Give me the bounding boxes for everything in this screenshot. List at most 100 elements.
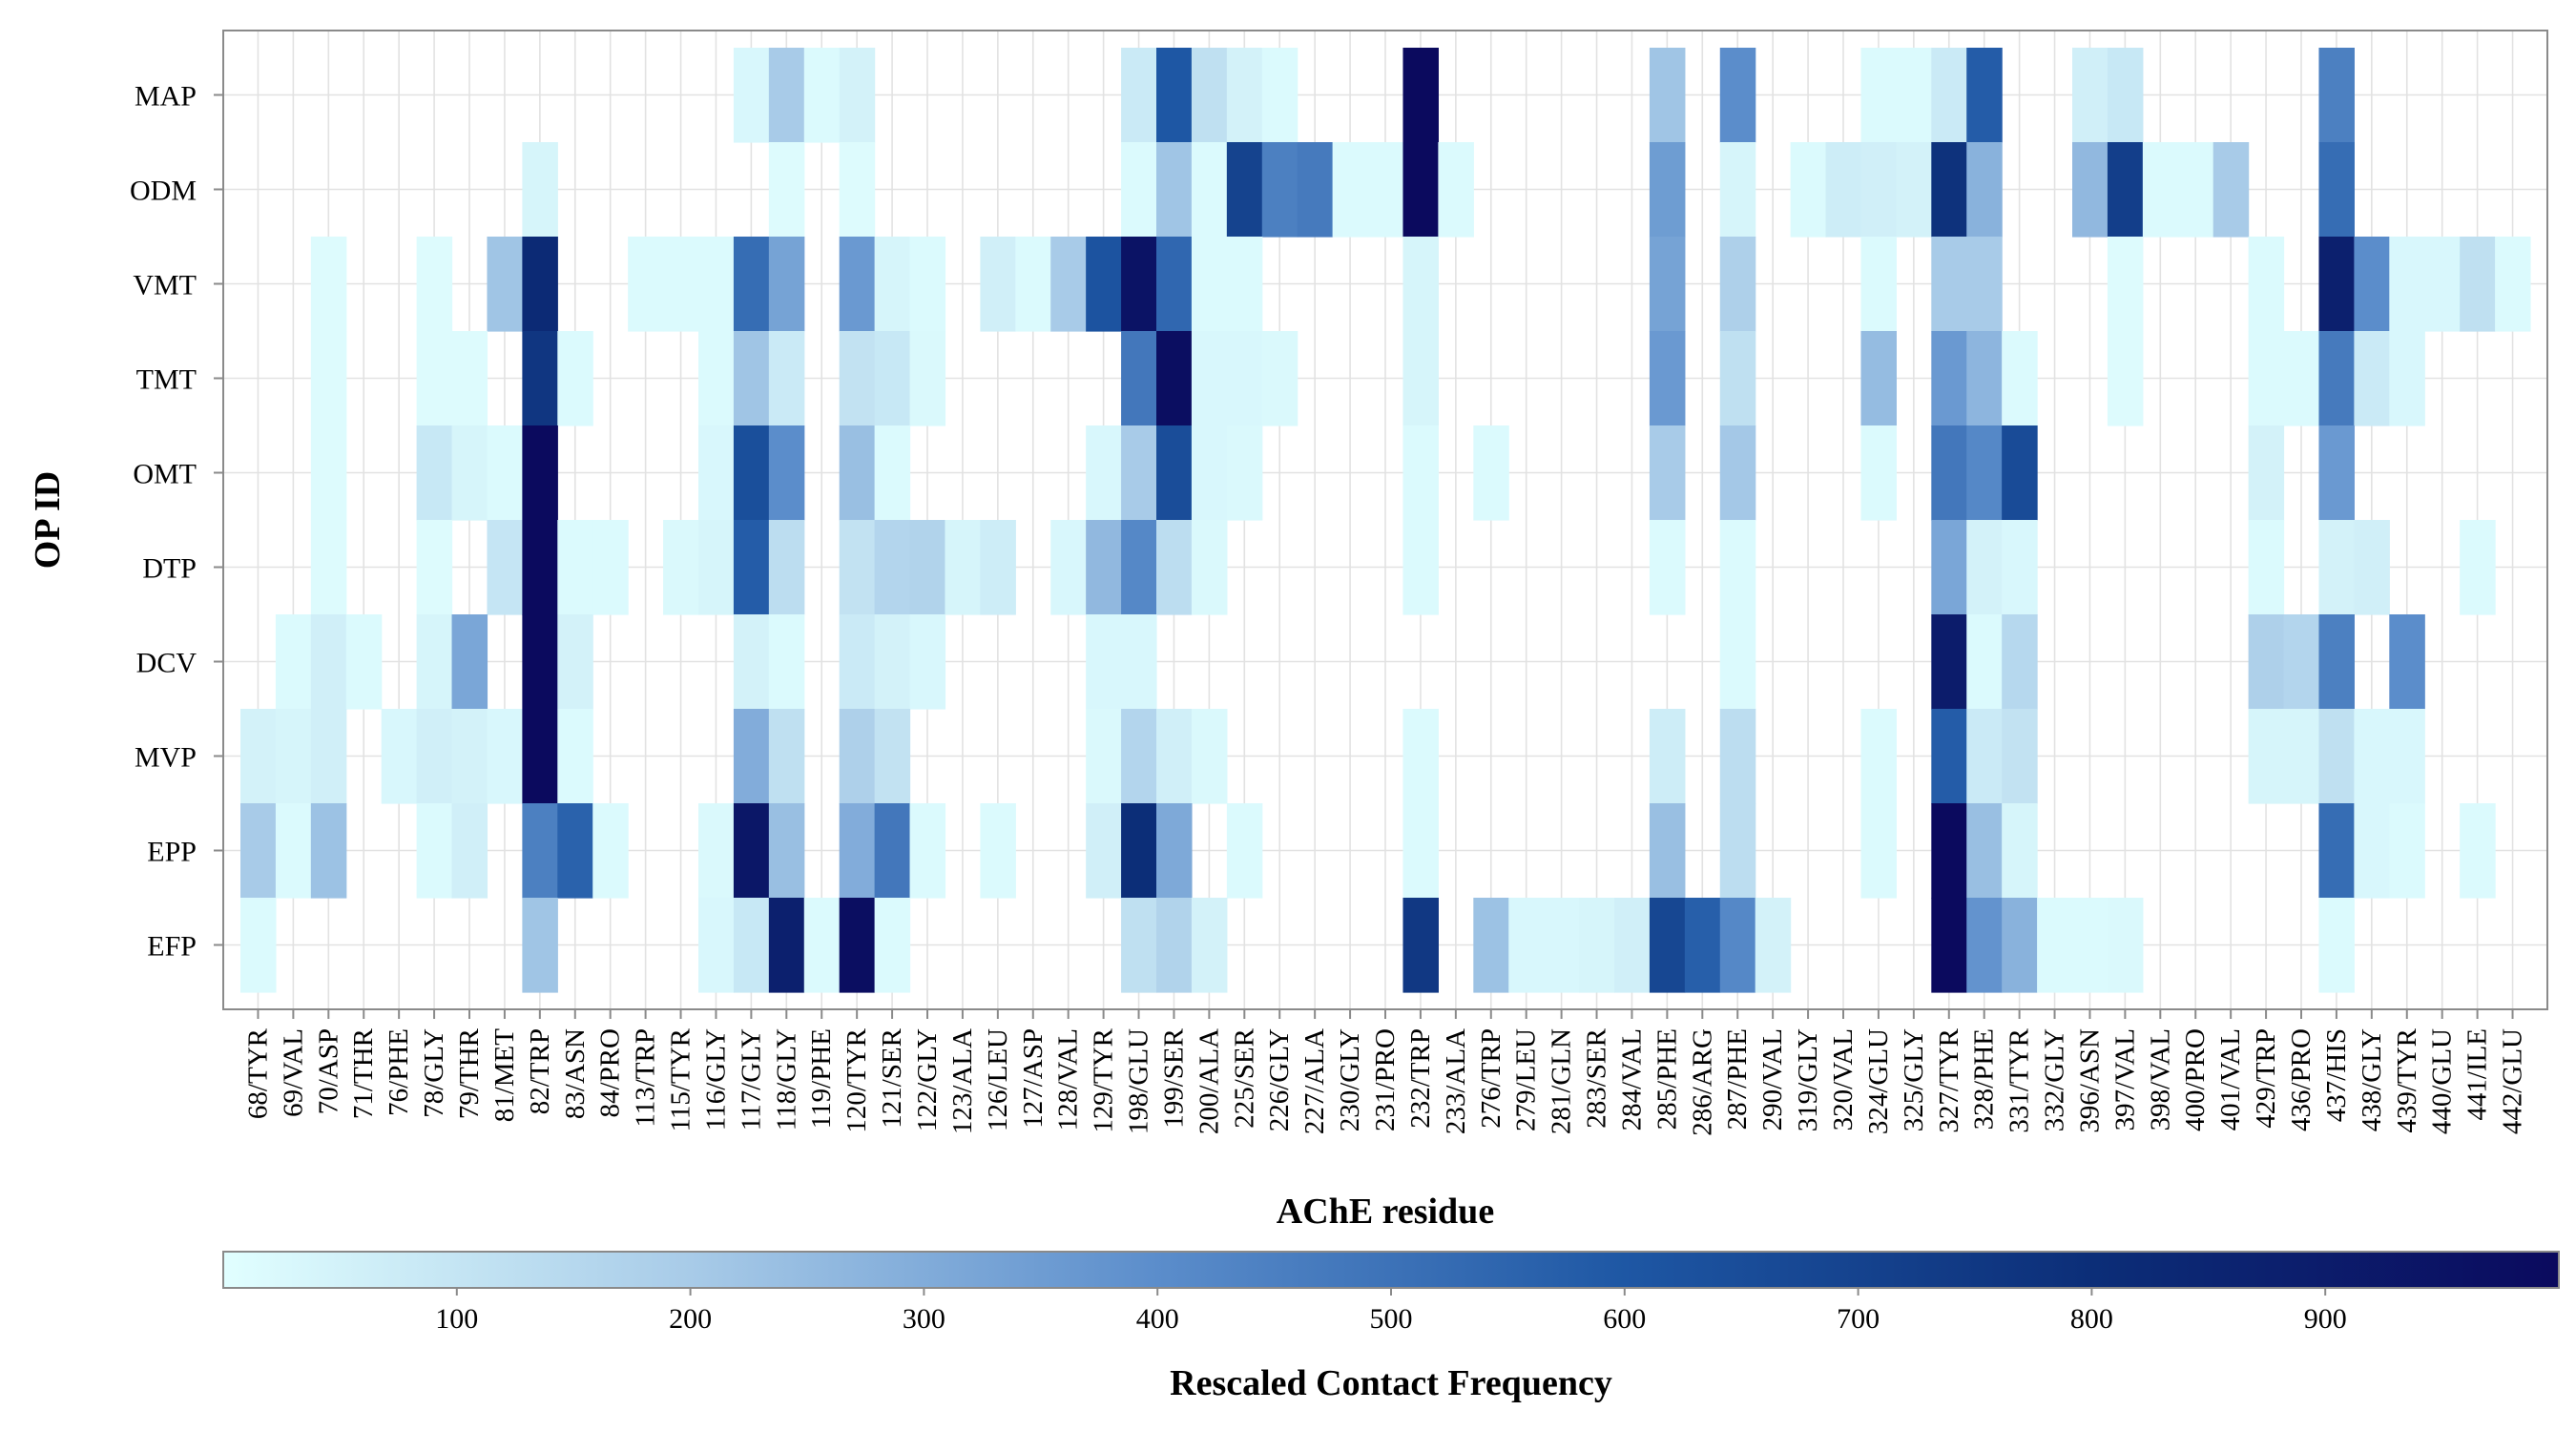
x-tick-label: 118/GLY bbox=[771, 1028, 801, 1130]
heatmap-cell bbox=[1156, 898, 1193, 993]
heatmap-cell bbox=[1719, 425, 1756, 521]
heatmap-cell bbox=[1649, 520, 1686, 615]
y-tick-label: MAP bbox=[135, 81, 197, 113]
x-tick-label: 429/TRP bbox=[2251, 1028, 2281, 1129]
heatmap-cell bbox=[945, 520, 981, 615]
heatmap-cell bbox=[1719, 520, 1756, 615]
x-tick-label: 401/VAL bbox=[2215, 1028, 2246, 1130]
heatmap-cell bbox=[1156, 709, 1193, 804]
heatmap-cell bbox=[2318, 520, 2355, 615]
heatmap-cell bbox=[1121, 898, 1157, 993]
x-tick-label: 200/ALA bbox=[1194, 1028, 1224, 1134]
heatmap-cell bbox=[275, 709, 312, 804]
y-tick-label: EPP bbox=[147, 837, 197, 868]
y-tick-labels: MAP ODM VMT TMT OMT DTP DCV MVP EPP EFP bbox=[130, 81, 223, 963]
heatmap-cell bbox=[2283, 709, 2320, 804]
heatmap-cell bbox=[839, 614, 876, 710]
heatmap-cell bbox=[381, 709, 418, 804]
heatmap-cell bbox=[2072, 142, 2109, 238]
heatmap-cell bbox=[733, 614, 770, 710]
heatmap-cell bbox=[1402, 709, 1439, 804]
x-tick-label: 400/PRO bbox=[2180, 1028, 2211, 1131]
heatmap-cell bbox=[1191, 425, 1228, 521]
heatmap-cell bbox=[2318, 48, 2355, 143]
heatmap-cell bbox=[839, 48, 876, 143]
heatmap-cell bbox=[1226, 425, 1263, 521]
x-tick-label: 113/TRP bbox=[631, 1028, 661, 1128]
heatmap-cell bbox=[698, 520, 735, 615]
heatmap-cell bbox=[1156, 237, 1193, 332]
heatmap-cell bbox=[628, 237, 664, 332]
heatmap-cell bbox=[2354, 331, 2390, 426]
heatmap-cell bbox=[1086, 520, 1122, 615]
heatmap-cell bbox=[275, 614, 312, 710]
heatmap-cell bbox=[487, 425, 523, 521]
heatmap-cell bbox=[416, 520, 453, 615]
heatmap-cell bbox=[522, 142, 558, 238]
x-tick-label: 441/ILE bbox=[2462, 1028, 2493, 1121]
heatmap-cell bbox=[1226, 331, 1263, 426]
heatmap-cell bbox=[2318, 614, 2355, 710]
heatmap-cell bbox=[1860, 803, 1897, 899]
heatmap-cell bbox=[663, 520, 699, 615]
heatmap-cell bbox=[768, 142, 805, 238]
x-tick-label: 331/TYR bbox=[2005, 1027, 2035, 1132]
heatmap-cell bbox=[2248, 425, 2285, 521]
heatmap-cell bbox=[2460, 803, 2496, 899]
x-tick-label: 286/ARG bbox=[1687, 1028, 1717, 1136]
heatmap-cell bbox=[310, 803, 347, 899]
heatmap-cell bbox=[1719, 48, 1756, 143]
heatmap-cell bbox=[522, 520, 558, 615]
heatmap-cell bbox=[1684, 898, 1721, 993]
heatmap-cell bbox=[2002, 898, 2038, 993]
heatmap-cell bbox=[1649, 425, 1686, 521]
heatmap-cell bbox=[1402, 803, 1439, 899]
x-tick-label: 327/TYR bbox=[1934, 1027, 1964, 1132]
heatmap-cell bbox=[451, 614, 488, 710]
heatmap-cell bbox=[557, 331, 593, 426]
y-tick-label: ODM bbox=[130, 176, 197, 207]
x-tick-label: 119/PHE bbox=[806, 1028, 837, 1129]
heatmap-cell bbox=[2107, 331, 2144, 426]
heatmap-cell bbox=[1226, 237, 1263, 332]
x-tick-label: 84/PRO bbox=[595, 1028, 626, 1117]
heatmap-cell bbox=[1473, 425, 1509, 521]
heatmap-cell bbox=[557, 614, 593, 710]
heatmap-cell bbox=[522, 237, 558, 332]
heatmap-cell bbox=[874, 425, 911, 521]
x-tick-label: 120/TYR bbox=[841, 1027, 872, 1132]
heatmap-cell bbox=[1438, 142, 1474, 238]
heatmap-cell bbox=[1473, 898, 1509, 993]
x-tick-label: 126/LEU bbox=[983, 1028, 1013, 1131]
heatmap-cell bbox=[1121, 520, 1157, 615]
x-tick-label: 127/ASP bbox=[1018, 1028, 1049, 1129]
heatmap-cell bbox=[1860, 331, 1897, 426]
heatmap-cell bbox=[768, 48, 805, 143]
heatmap-cell bbox=[1790, 142, 1827, 238]
heatmap-cell bbox=[310, 425, 347, 521]
heatmap-cell bbox=[1156, 331, 1193, 426]
colorbar-label: Rescaled Contact Frequency bbox=[1170, 1363, 1612, 1403]
x-tick-label: 128/VAL bbox=[1053, 1028, 1084, 1130]
heatmap-cell bbox=[1121, 803, 1157, 899]
x-tick-label: 279/LEU bbox=[1511, 1028, 1542, 1131]
heatmap-cell bbox=[345, 614, 383, 710]
x-tick-label: 319/GLY bbox=[1793, 1028, 1823, 1131]
heatmap-cell bbox=[2248, 709, 2285, 804]
heatmap-cell bbox=[909, 520, 946, 615]
heatmap-cell bbox=[1755, 898, 1792, 993]
heatmap-cell bbox=[1402, 520, 1439, 615]
heatmap-cell bbox=[275, 803, 312, 899]
heatmap-cell bbox=[1825, 142, 1862, 238]
heatmap-cell bbox=[2248, 614, 2285, 710]
heatmap-cell bbox=[310, 331, 347, 426]
heatmap-cell bbox=[2037, 898, 2073, 993]
heatmap-cell bbox=[1121, 48, 1157, 143]
heatmap-cell bbox=[768, 331, 805, 426]
x-tick-label: 81/MET bbox=[489, 1028, 520, 1123]
heatmap-cell bbox=[1931, 803, 1967, 899]
x-tick-label: 76/PHE bbox=[384, 1028, 414, 1116]
heatmap-cell bbox=[2283, 614, 2320, 710]
heatmap-cell bbox=[1226, 48, 1263, 143]
